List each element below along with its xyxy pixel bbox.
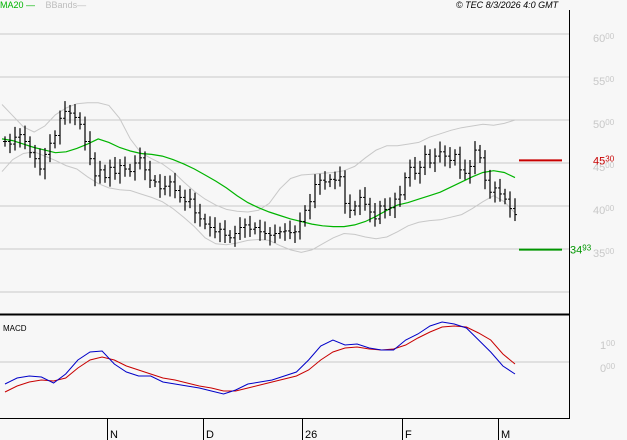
price-grid: [0, 33, 569, 293]
price-bars: [3, 101, 517, 247]
ma20-line: [1, 138, 516, 228]
legend-bbands: BBands: [45, 0, 78, 10]
price-axis-label: 5500: [593, 75, 615, 88]
legend-ma20: MA20: [0, 0, 24, 10]
ma20-polyline: [1, 138, 516, 228]
x-tick-label: 26: [305, 429, 317, 440]
legend-bbands-swatch: —: [77, 0, 87, 10]
copyright-timestamp: © TEC 8/3/2026 4:0 GMT: [456, 0, 559, 10]
price-axis-label: 3500: [593, 247, 615, 260]
x-axis: N D 26 F M: [107, 419, 510, 440]
legend-ma20-swatch: —: [23, 0, 36, 10]
bollinger-bands: [1, 102, 516, 253]
price-axis-label: 6000: [593, 32, 615, 45]
macd-line: [4, 321, 516, 395]
support-label: 3493: [570, 244, 592, 257]
macd-panel: MACD 100 000: [0, 321, 616, 395]
x-tick-label: D: [206, 429, 214, 440]
macd-signal-line: [4, 325, 516, 393]
chart-frame: [0, 10, 570, 419]
price-axis-labels: 6000 5500 5000 4500 4000 3500 4530 3493: [570, 32, 615, 260]
x-tick-label: F: [405, 429, 412, 440]
bb-lower-line: [1, 151, 516, 253]
x-tick-label: N: [110, 429, 118, 440]
bb-upper-line: [1, 102, 516, 213]
support-resistance-levels: [519, 159, 562, 251]
chart-legend: MA20 — BBands—: [0, 0, 86, 10]
price-axis-label: 4000: [593, 204, 615, 217]
x-tick-label: M: [501, 429, 510, 440]
macd-axis-label: 000: [600, 362, 616, 375]
macd-axis-label: 100: [600, 339, 616, 352]
price-axis-label: 4500: [593, 161, 615, 174]
price-axis-label: 5000: [593, 118, 615, 131]
resistance-label: 4530: [593, 154, 615, 167]
macd-title: MACD: [3, 324, 27, 333]
